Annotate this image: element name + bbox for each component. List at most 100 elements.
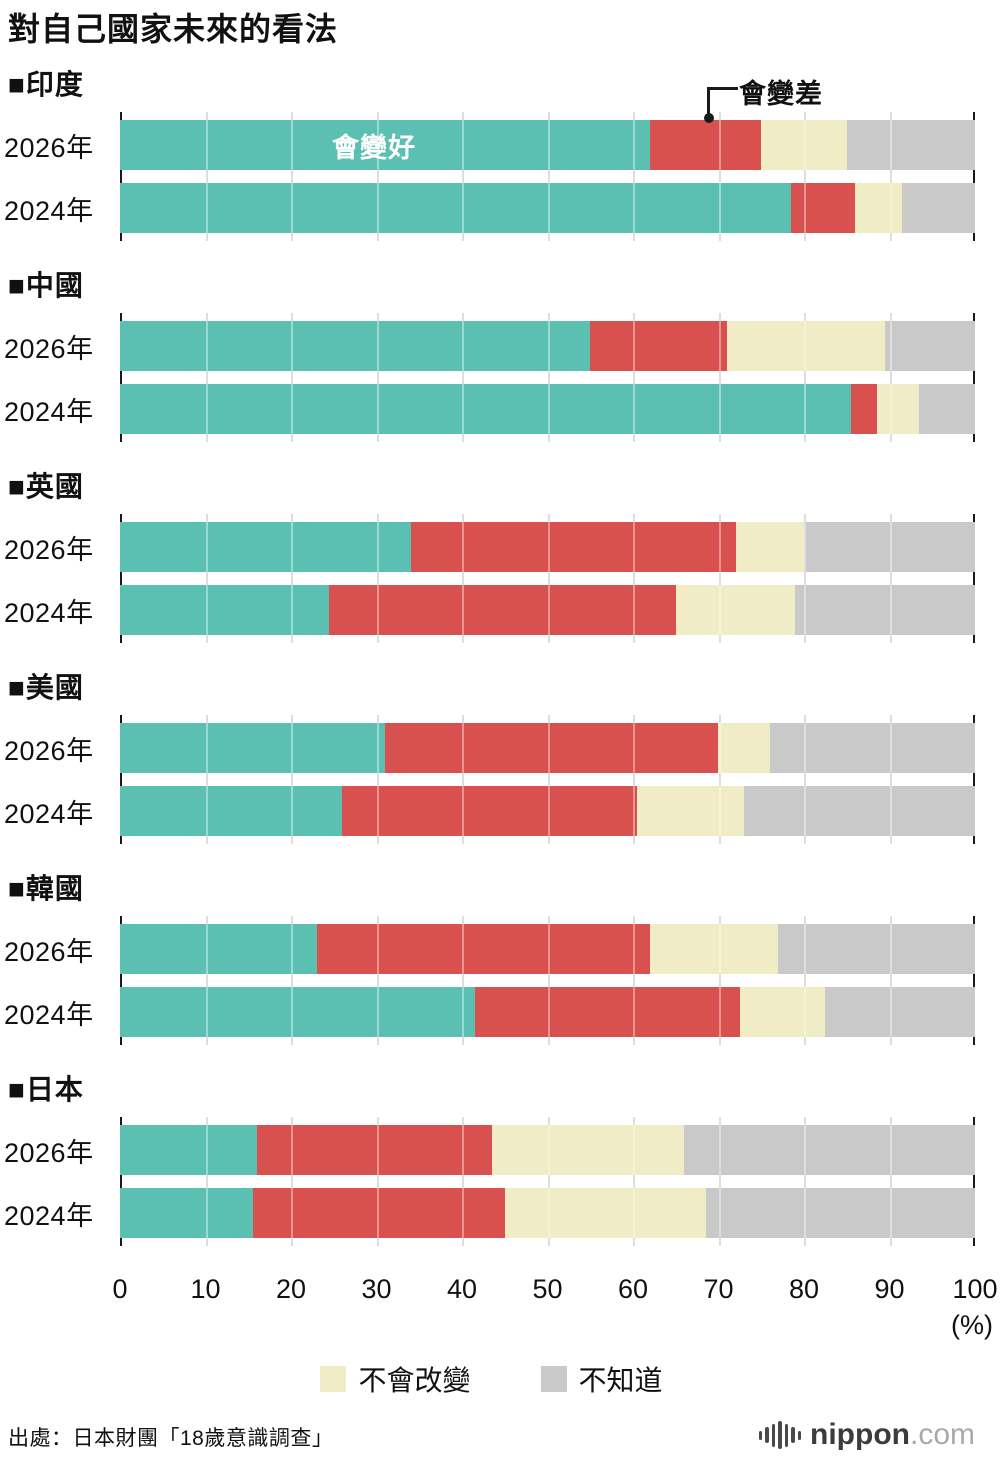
bar-usa-2026年 <box>120 723 975 773</box>
gridline-overlay <box>376 120 379 170</box>
segment-no-change <box>735 522 804 572</box>
segment-dont-know <box>902 183 975 233</box>
plot-area: 2026年 2024年 會變好 會變差 <box>4 79 975 241</box>
gridline-overlay <box>633 987 635 1037</box>
segment-worse <box>410 522 736 572</box>
gridline <box>291 1117 293 1246</box>
gridline-overlay <box>462 924 464 974</box>
axis-line-right <box>973 916 975 1045</box>
gridline <box>718 313 721 442</box>
gridline <box>547 715 550 844</box>
country-group-usa: ■美國 2026年 2024年 <box>4 671 975 844</box>
gridline-overlay <box>291 120 293 170</box>
legend-label: 不會改變 <box>358 1365 471 1396</box>
gridline-overlay <box>804 321 806 371</box>
gridline-overlay <box>633 384 635 434</box>
gridline-overlay <box>889 585 892 635</box>
gridline-overlay <box>547 120 550 170</box>
gridline-overlay <box>718 384 721 434</box>
segment-dont-know <box>825 987 975 1037</box>
gridline <box>889 313 892 442</box>
gridline-overlay <box>376 723 379 773</box>
gridline-overlay <box>633 321 635 371</box>
gridline-overlay <box>633 1125 635 1175</box>
legend-item-no-change: 不會改變 <box>320 1359 471 1399</box>
plot-area: 2026年 2024年 <box>4 916 975 1045</box>
bar-chart: ■印度 2026年 2024年 會變好 會變差 ■中國 2026年 2024年 ■英國 2026年… <box>4 68 975 1246</box>
gridline-overlay <box>804 384 806 434</box>
segment-better <box>120 183 792 233</box>
gridline-overlay <box>291 384 293 434</box>
country-label: ■日本 <box>8 1074 84 1105</box>
gridline-overlay <box>804 987 806 1037</box>
gridline <box>718 1117 721 1246</box>
gridline <box>718 715 721 844</box>
segment-dont-know <box>885 321 975 371</box>
plot-area: 2026年 2024年 <box>4 715 975 844</box>
bar-japan-2026年 <box>120 1125 975 1175</box>
gridline <box>462 715 464 844</box>
legend-swatch <box>320 1366 347 1392</box>
segment-dont-know <box>803 522 975 572</box>
gridline-overlay <box>462 522 464 572</box>
gridline-overlay <box>376 321 379 371</box>
gridline-overlay <box>633 924 635 974</box>
gridline-overlay <box>889 1125 892 1175</box>
source-note: 出處：日本財團「18歲意識調查」 <box>8 1427 334 1450</box>
gridline <box>547 112 550 241</box>
gridline-overlay <box>889 384 892 434</box>
gridline-overlay <box>376 987 379 1037</box>
gridline-overlay <box>205 120 208 170</box>
gridline-overlay <box>291 321 293 371</box>
gridline-overlay <box>718 120 721 170</box>
gridline-overlay <box>718 585 721 635</box>
gridline <box>291 112 293 241</box>
gridline-overlay <box>376 1188 379 1238</box>
gridline-overlay <box>633 786 635 836</box>
segment-no-change <box>675 585 796 635</box>
gridline <box>547 514 550 643</box>
x-axis: 0 10 20 30 40 50 60 70 80 90 100 <box>112 1274 997 1310</box>
gridline <box>804 112 806 241</box>
year-label: 2024年 <box>4 597 94 628</box>
segment-better <box>120 585 330 635</box>
gridline-overlay <box>462 723 464 773</box>
logo-name: nippon <box>810 1418 910 1451</box>
year-label: 2026年 <box>4 132 94 163</box>
gridline-overlay <box>633 522 635 572</box>
logo-tld: .com <box>909 1418 975 1451</box>
gridline <box>889 715 892 844</box>
gridline-overlay <box>718 321 721 371</box>
gridline-overlay <box>633 183 635 233</box>
gridline-overlay <box>804 1125 806 1175</box>
segment-worse <box>590 321 728 371</box>
year-label: 2026年 <box>4 1137 94 1168</box>
year-label: 2026年 <box>4 333 94 364</box>
gridline-overlay <box>291 723 293 773</box>
bar-usa-2024年 <box>120 786 975 836</box>
gridline <box>633 916 635 1045</box>
gridline <box>462 916 464 1045</box>
gridline-overlay <box>205 1125 208 1175</box>
axis-line-left <box>120 715 122 844</box>
gridline <box>889 514 892 643</box>
bar-korea-2026年 <box>120 924 975 974</box>
legend: 不會改變 不知道 <box>8 1362 975 1396</box>
logo-bar <box>778 1421 782 1449</box>
gridline <box>376 916 379 1045</box>
gridline <box>633 514 635 643</box>
segment-no-change <box>718 723 770 773</box>
year-label: 2024年 <box>4 396 94 427</box>
gridline <box>889 112 892 241</box>
segment-no-change <box>504 1188 706 1238</box>
gridline-overlay <box>376 522 379 572</box>
gridline-overlay <box>633 1188 635 1238</box>
segment-better <box>120 987 475 1037</box>
bar-uk-2024年 <box>120 585 975 635</box>
gridline-overlay <box>376 384 379 434</box>
gridline-overlay <box>547 321 550 371</box>
year-label: 2024年 <box>4 798 94 829</box>
gridline-overlay <box>718 786 721 836</box>
gridline <box>376 313 379 442</box>
gridline <box>205 313 208 442</box>
